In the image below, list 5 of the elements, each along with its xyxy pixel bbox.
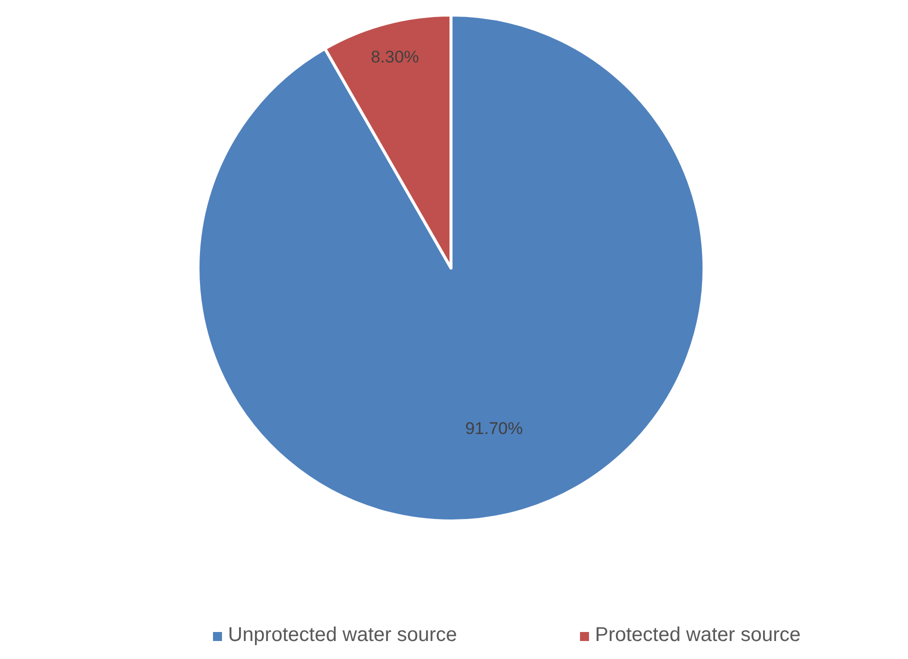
data-label: 8.30% <box>370 47 420 66</box>
legend-label: Unprotected water source <box>228 624 458 646</box>
data-label: 91.70% <box>465 418 523 438</box>
legend-label: Protected water source <box>595 624 801 646</box>
pie-slice <box>196 14 706 522</box>
